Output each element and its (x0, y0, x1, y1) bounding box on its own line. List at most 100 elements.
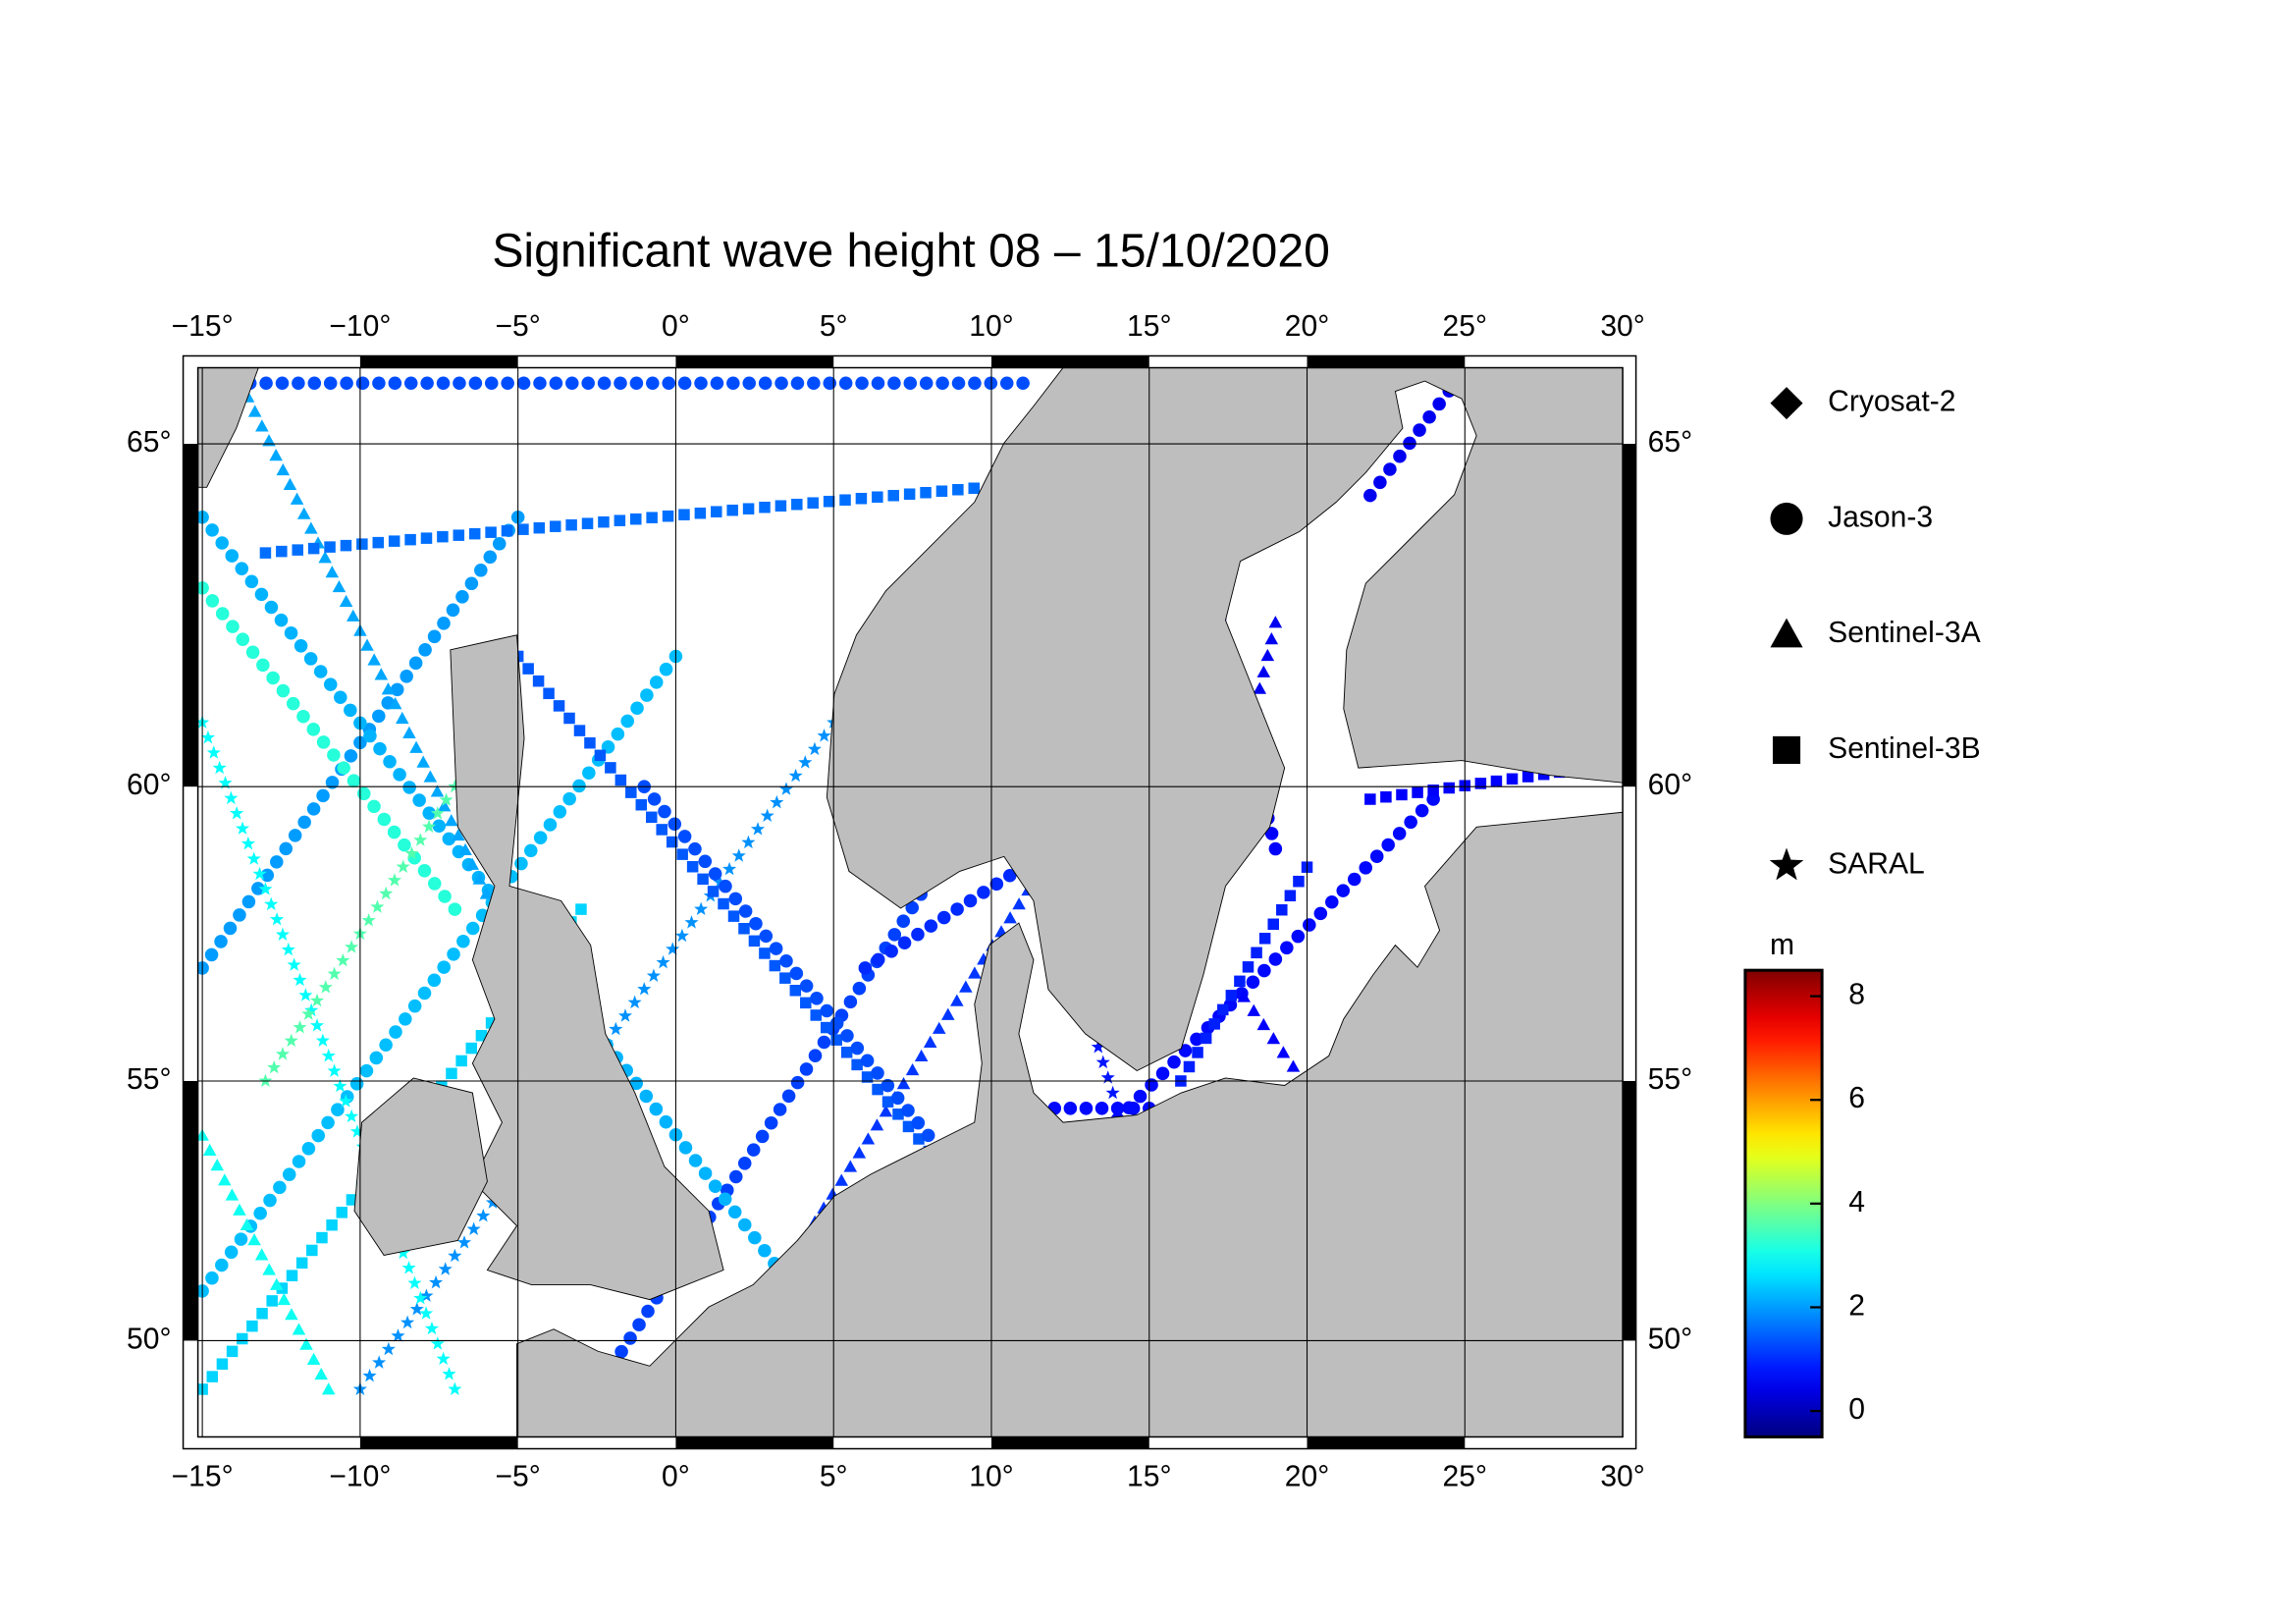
track-point (968, 376, 982, 391)
track-point (258, 882, 273, 895)
track-point (276, 683, 291, 698)
track-point (275, 376, 290, 391)
track-point (790, 1075, 805, 1090)
track-point (897, 936, 912, 950)
lon-label-bottom: 0° (662, 1461, 690, 1493)
track-point (439, 792, 454, 806)
lat-label-right: 65° (1648, 426, 1692, 459)
track-point (789, 966, 804, 981)
track-point (823, 376, 837, 391)
track-point (758, 1243, 772, 1258)
track-point (522, 663, 534, 675)
track-point (230, 806, 244, 820)
frame-band (1623, 444, 1636, 787)
track-point (760, 808, 774, 822)
track-point (750, 822, 766, 836)
track-point (1100, 1070, 1115, 1084)
track-point (770, 794, 784, 809)
track-point (1415, 803, 1429, 818)
track-point (218, 776, 233, 789)
track-point (1145, 1078, 1158, 1092)
lat-label-left: 60° (127, 769, 171, 801)
track-point (484, 376, 499, 391)
track-point (306, 1244, 318, 1257)
track-point (609, 1021, 623, 1036)
track-point (362, 1368, 377, 1382)
track-point (649, 1102, 664, 1116)
track-point (799, 979, 814, 993)
track-point (456, 934, 470, 948)
track-point (851, 1058, 863, 1071)
track-point (236, 632, 250, 646)
track-point (379, 1038, 393, 1053)
track-point (1268, 616, 1283, 628)
track-point (442, 1367, 456, 1380)
track-point (1286, 1059, 1301, 1072)
track-point (465, 921, 480, 936)
great-britain (450, 634, 724, 1301)
track-point (318, 980, 333, 994)
track-point (923, 1035, 937, 1048)
track-point (1063, 1102, 1078, 1115)
track-point (409, 1302, 424, 1316)
track-point (582, 766, 596, 780)
track-point (1095, 1102, 1109, 1115)
track-point (437, 617, 451, 630)
track-point (445, 814, 458, 827)
track-point (686, 860, 699, 873)
track-point (200, 730, 216, 744)
track-point (240, 1217, 254, 1231)
track-point (584, 736, 596, 749)
track-point (1347, 872, 1362, 887)
track-point (472, 872, 487, 885)
frame-band (990, 1436, 1149, 1449)
track-point (223, 921, 238, 936)
track-point (197, 511, 209, 524)
track-point (936, 910, 951, 925)
track-point (367, 799, 381, 814)
track-point (1256, 1017, 1271, 1031)
track-point (1284, 890, 1297, 901)
track-point (746, 1143, 761, 1157)
track-point (1258, 933, 1271, 945)
legend-marker (1770, 387, 1803, 420)
track-point (855, 376, 869, 391)
track-point (968, 966, 982, 979)
track-point (817, 1035, 831, 1050)
track-point (892, 1109, 904, 1120)
track-point (755, 1129, 770, 1144)
frame-band (990, 355, 1149, 368)
track-point (226, 1345, 239, 1358)
track-point (666, 942, 680, 955)
track-point (332, 579, 347, 593)
track-point (935, 376, 949, 391)
track-point (399, 1012, 412, 1026)
track-point (1403, 436, 1416, 451)
track-point (369, 1051, 384, 1065)
track-point (563, 712, 575, 725)
track-point (398, 838, 411, 852)
track-point (388, 535, 400, 547)
track-point (919, 376, 934, 391)
track-point (1079, 1102, 1094, 1115)
scandinavia (826, 367, 1624, 1071)
track-point (694, 507, 707, 519)
track-point (871, 1066, 884, 1080)
track-point (344, 703, 357, 718)
track-point (347, 774, 361, 787)
track-point (379, 886, 394, 900)
frame (182, 354, 1637, 1450)
lon-label-bottom: −5° (495, 1461, 540, 1493)
track-point (438, 890, 452, 903)
track-point (1432, 397, 1446, 411)
track-point (629, 376, 644, 391)
legend-label: Cryosat-2 (1828, 386, 1955, 418)
track-point (430, 805, 445, 820)
track-point (597, 376, 612, 391)
track-point (533, 521, 546, 534)
track-point (984, 376, 998, 391)
track-point (698, 854, 713, 869)
colorbar-tick-label: 2 (1848, 1289, 1865, 1322)
